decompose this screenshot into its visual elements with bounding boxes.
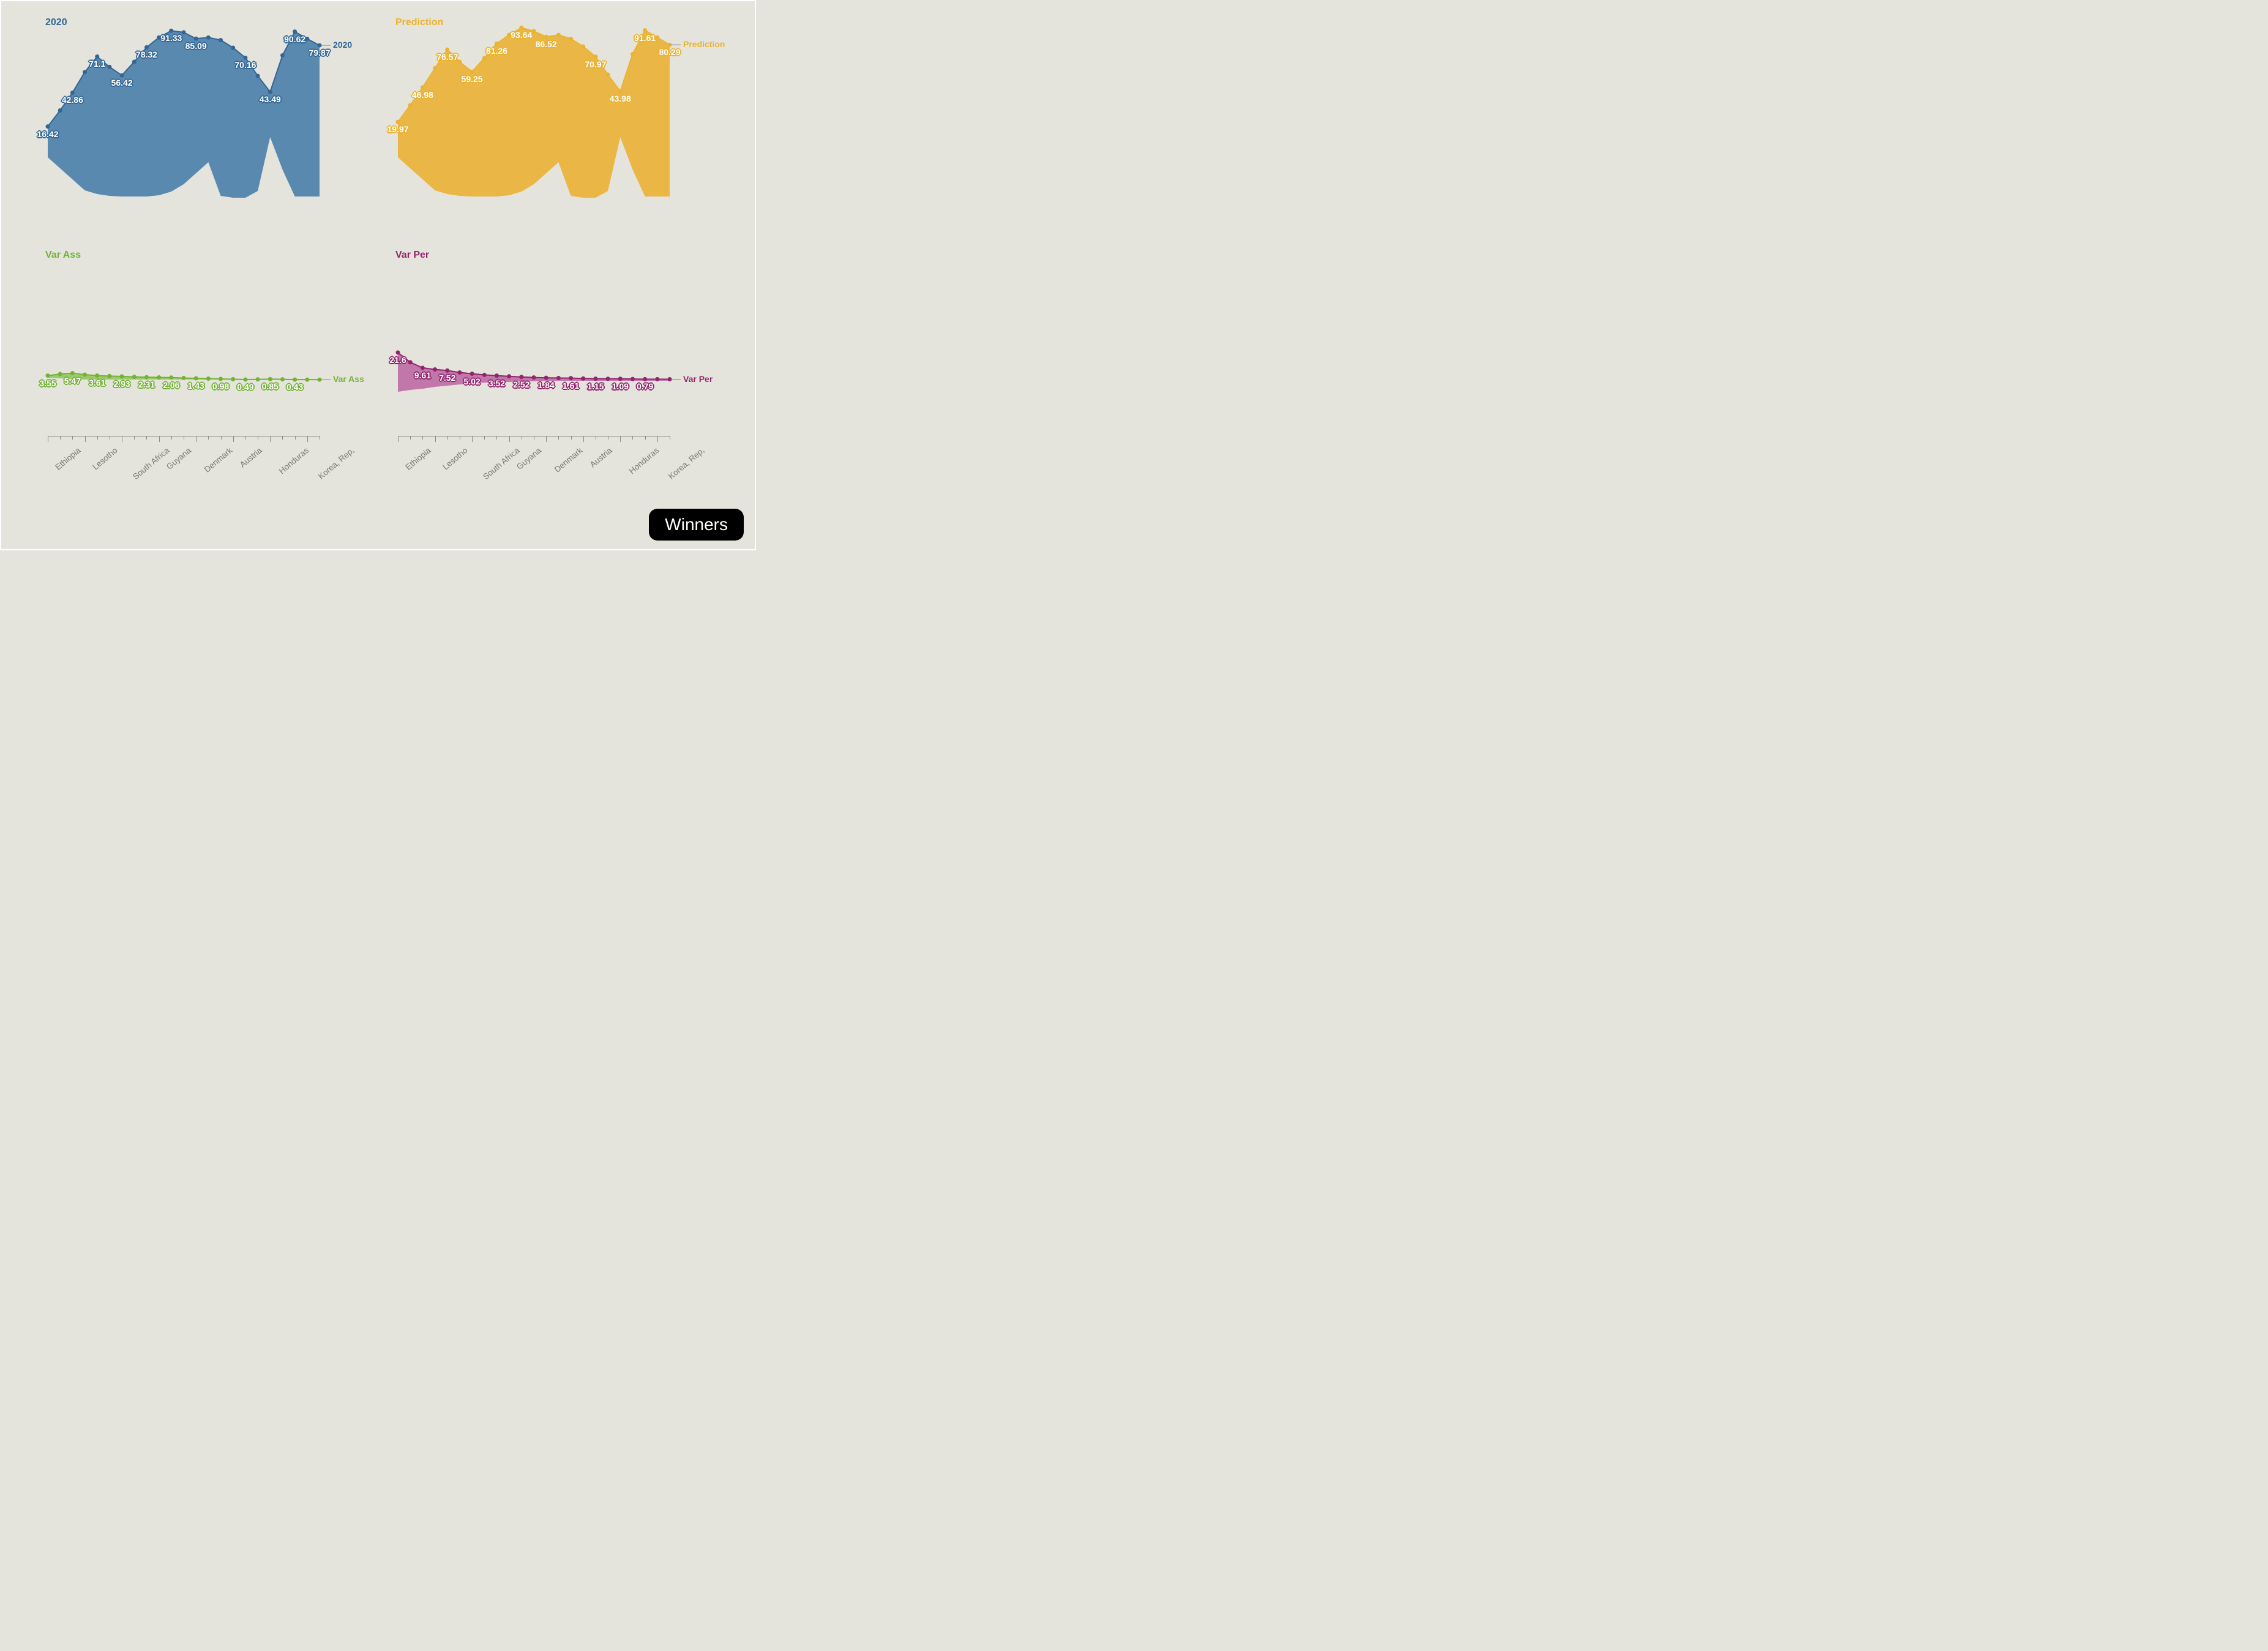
value-label: 71.1 [89,59,105,69]
x-axis-label: Ethiopia [53,446,82,472]
value-label: 0.49 [237,382,253,392]
chart-svg [393,13,675,201]
value-label: 16.42 [37,129,58,139]
value-label: 3.52 [488,378,505,388]
axis-tick [398,436,399,442]
value-label: 70.97 [585,59,606,69]
value-label: 0.79 [637,381,653,391]
axis-tick [307,436,308,442]
axis-tick [472,436,473,442]
value-label: 21.6 [389,355,406,365]
value-label: 43.98 [610,94,631,103]
value-label: 0.85 [262,381,279,391]
value-label: 2.31 [138,380,155,389]
axis-tick [435,436,436,442]
chart-svg [393,246,675,433]
value-label: 1.15 [587,381,604,391]
x-axis-label: Austria [588,446,614,470]
value-label: 5.02 [463,376,480,386]
axis-tick [583,436,584,442]
chart-svg [43,13,324,201]
value-label: 81.26 [486,46,507,56]
value-label: 93.64 [511,30,532,40]
x-axis-label: Denmark [553,446,585,474]
value-label: 90.62 [284,34,305,44]
axis-tick [85,436,86,442]
value-label: 1.61 [563,381,579,391]
value-label: 43.49 [260,94,281,104]
value-label: 78.32 [136,50,157,59]
axis-tick [159,436,160,442]
value-label: 85.09 [185,41,207,51]
value-label: 76.57 [436,52,458,62]
value-label: 0.98 [212,381,229,391]
chart-svg [43,246,324,433]
value-label: 91.61 [634,33,656,43]
x-axis-label: Honduras [627,446,661,476]
chart-vper: Var PerVar Per21.69.617.525.023.522.521.… [393,246,675,430]
axis-tick [620,436,621,442]
winners-badge: Winners [649,509,744,541]
value-label: 59.25 [462,74,483,84]
x-axis-label: Korea, Rep, [316,446,356,481]
series-label: Var Per [683,374,713,384]
x-axis-label: Lesotho [441,446,469,471]
value-label: 86.52 [536,39,557,49]
axis-tick [657,436,658,442]
chart-vass: Var AssVar Ass3.555.473.612.932.312.061.… [43,246,324,430]
series-label: Prediction [683,39,725,49]
chart-pred: PredictionPrediction19.9746.9876.5759.25… [393,13,675,197]
value-label: 79.87 [309,48,330,58]
value-label: 5.47 [64,376,81,386]
value-label: 1.09 [612,381,629,391]
x-axis-label: Honduras [277,446,310,476]
value-label: 2.93 [113,379,130,389]
value-label: 9.61 [414,370,431,380]
value-label: 70.16 [234,60,256,70]
value-label: 46.98 [412,90,433,100]
x-axis-label: Korea, Rep, [667,446,706,481]
value-label: 80.29 [659,47,680,57]
value-label: 91.33 [160,33,182,43]
value-label: 0.43 [286,382,303,392]
value-label: 1.43 [188,381,204,391]
axis-tick [546,436,547,442]
series-label: 2020 [333,40,352,50]
x-axis-label: Denmark [203,446,234,474]
value-label: 2.06 [163,380,179,390]
axis-tick [509,436,510,442]
x-axis-label: Austria [238,446,264,470]
axis-tick [233,436,234,442]
value-label: 19.97 [387,124,408,134]
value-label: 2.52 [513,380,530,389]
chart-c2020: 2020202016.4242.8671.156.4278.3291.3385.… [43,13,324,197]
axis-tick [270,436,271,442]
value-label: 3.55 [39,378,56,388]
value-label: 56.42 [111,78,133,88]
value-label: 7.52 [439,373,455,383]
value-label: 42.86 [62,95,83,105]
value-label: 3.61 [89,378,105,387]
series-label: Var Ass [333,374,364,384]
x-axis-label: Ethiopia [403,446,432,472]
value-label: 1.84 [538,380,555,390]
x-axis-label: Lesotho [91,446,119,471]
